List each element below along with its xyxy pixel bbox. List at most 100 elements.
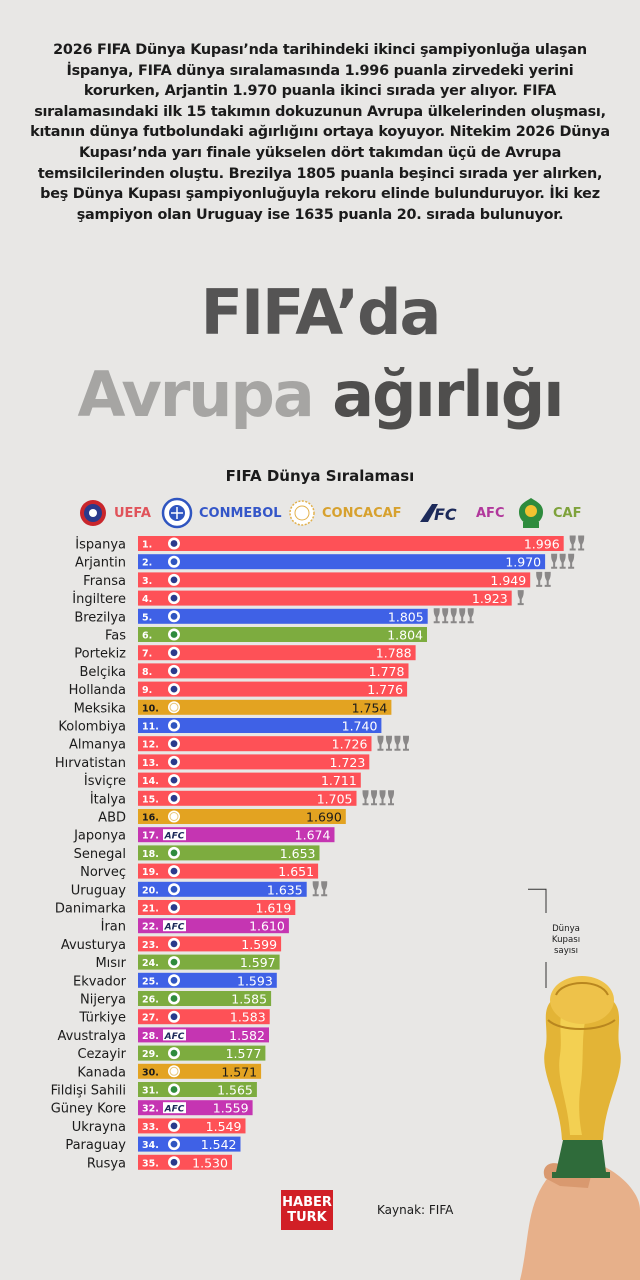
legend-label: CONCACAF [322,505,402,521]
rank-label: 31. [142,1086,159,1097]
country-label: Türkiye [78,1011,126,1026]
trophy-icon [559,553,566,569]
rank-label: 34. [142,1140,159,1151]
bar [138,991,272,1006]
bar [138,809,346,824]
value-label: 1.635 [267,882,303,897]
trophy-icon [517,590,524,606]
bar [138,1082,257,1097]
uefa-logo-icon [170,940,178,948]
country-label: Portekiz [74,647,126,662]
uefa-logo-icon [168,664,180,677]
value-label: 1.583 [230,1010,266,1025]
bar [138,1118,246,1134]
value-label: 1.565 [217,1083,253,1098]
country-label: Ekvador [73,974,127,989]
country-label: Senegal [74,847,126,862]
trophy-icon [379,790,386,806]
country-label: Rusya [87,1156,126,1171]
bar [138,936,282,952]
rank-label: 18. [142,849,159,860]
uefa-logo-icon [80,500,106,526]
rank-label: 11. [142,722,159,733]
uefa-logo-icon [168,683,180,696]
value-label: 1.754 [352,700,388,715]
caf-logo-icon [168,846,180,859]
bar [138,1027,269,1043]
uefa-logo-icon [168,592,180,605]
trophy-icon [459,608,466,624]
uefa-logo-icon [168,774,180,787]
intro-paragraph: 2026 FIFA Dünya Kupası’nda tarihindeki i… [30,42,610,223]
legend-label: UEFA [114,505,151,521]
country-label: Hırvatistan [55,756,126,771]
uefa-logo-icon [168,537,180,550]
legend-item-uefa: UEFA [78,495,151,531]
value-label: 1.726 [332,737,368,752]
country-label: Paraguay [65,1138,126,1153]
bar [138,754,370,770]
value-label: 1.723 [330,755,366,770]
trophy-icon [385,735,392,751]
bar [138,918,289,934]
bar [138,718,382,733]
bar [138,1009,270,1025]
uefa-logo-icon [170,1122,178,1130]
bar [138,572,531,588]
legend: UEFA CONMEBOL CONCACAF FC AFC CAF [0,495,640,531]
country-label: Brezilya [74,610,126,625]
country-label: Danimarka [55,902,126,917]
uefa-logo-icon [170,1013,178,1021]
bar [138,627,427,642]
afc-logo-icon: AFC [164,923,185,933]
uefa-logo-icon [168,1156,180,1169]
afc-logo-icon [163,1029,186,1041]
afc-logo-icon: AFC [164,1105,185,1115]
value-label: 1.530 [192,1155,228,1170]
bar [138,536,564,551]
uefa-logo-icon [170,740,178,748]
rank-label: 33. [142,1122,159,1133]
rank-label: 32. [142,1104,159,1115]
uefa-logo-icon [168,1010,180,1023]
value-label: 1.542 [201,1137,237,1152]
source-label: Kaynak: FIFA [377,1203,454,1217]
country-label: Norveç [80,865,126,880]
country-label: Nijerya [80,993,126,1008]
value-label: 1.805 [388,609,424,624]
uefa-logo-icon [170,794,178,802]
conmebol-logo-icon [170,976,178,984]
uefa-logo-icon [168,755,180,768]
caf-logo-icon [168,628,180,641]
country-label: İsviçre [84,773,126,789]
value-label: 1.585 [231,992,267,1007]
trophy-icon [362,790,369,806]
uefa-logo-icon [168,1119,180,1132]
bar [138,736,372,752]
afc-logo-icon: FC [420,504,457,524]
value-label: 1.949 [490,573,526,588]
value-label: 1.597 [240,955,276,970]
conmebol-logo-icon [170,885,178,893]
uefa-logo-icon [168,646,180,659]
uefa-logo-icon [170,667,178,675]
rank-label: 26. [142,995,159,1006]
rank-label: 22. [142,922,159,933]
uefa-logo-icon [168,792,180,805]
uefa-logo-icon [170,776,178,784]
rank-label: 27. [142,1013,159,1024]
conmebol-logo-icon [170,1140,178,1148]
trophy-icon [544,571,551,587]
country-label: Ukrayna [72,1120,126,1135]
country-label: Hollanda [69,683,126,698]
conmebol-logo-icon [161,497,193,529]
country-label: Kanada [77,1065,126,1080]
rank-label: 24. [142,958,159,969]
bar [138,845,320,861]
bar [138,1154,232,1170]
conmebol-logo-icon [168,555,180,568]
trophy-icon [578,535,585,551]
uefa-logo-icon [168,737,180,750]
value-label: 1.970 [505,555,541,570]
uefa-logo-icon [170,685,178,693]
